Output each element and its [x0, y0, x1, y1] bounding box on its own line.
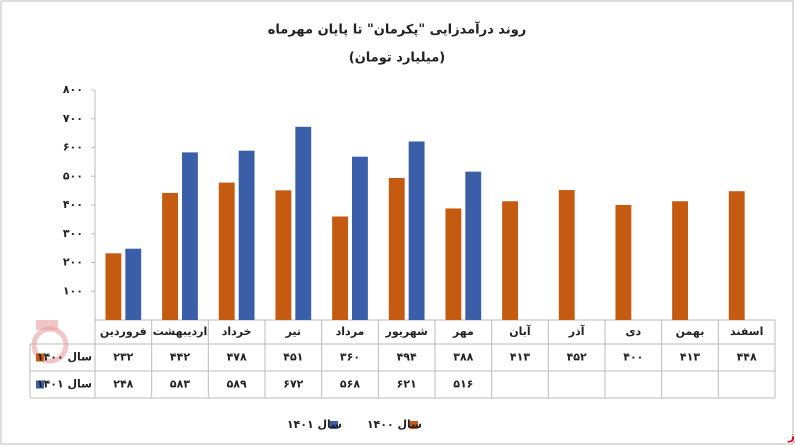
legend-label: سال ۱۴۰۰	[367, 418, 422, 431]
bar	[388, 177, 405, 320]
x-tick-label: مهر	[452, 325, 474, 338]
y-tick-label: ۴۰۰	[63, 198, 83, 211]
x-tick-label: خرداد	[222, 325, 252, 338]
x-tick-label: آذر	[568, 324, 585, 338]
y-tick-label: ۶۰۰	[63, 141, 83, 154]
data-label: ۴۵۲	[567, 351, 587, 364]
logo	[31, 320, 69, 364]
bar	[218, 182, 235, 320]
bar	[728, 191, 745, 320]
y-tick-label: ۱۰۰	[63, 284, 83, 297]
legend-swatch	[410, 421, 418, 429]
data-label: ۳۸۸	[453, 351, 473, 364]
legend-swatch	[330, 421, 338, 429]
x-tick-label: آبان	[509, 324, 531, 338]
data-label: ۴۷۸	[227, 351, 247, 364]
data-label: ۵۸۹	[227, 378, 247, 391]
bar	[558, 190, 575, 320]
data-label: ۶۷۲	[283, 378, 303, 391]
bar	[615, 205, 632, 320]
x-tick-label: فروردین	[100, 325, 147, 338]
data-label: ۲۳۲	[113, 351, 133, 364]
legend-swatch	[36, 353, 44, 362]
bar	[162, 192, 178, 320]
data-label: ۵۱۶	[453, 378, 473, 391]
bar	[182, 152, 198, 320]
data-label: ۴۰۰	[623, 351, 643, 364]
y-tick-label: ۵۰۰	[63, 169, 83, 182]
bar	[105, 253, 122, 320]
chart-title: روند درآمدزایی "پکرمان" تا پایان مهرماه	[268, 21, 527, 38]
y-tick-label: ۸۰۰	[63, 83, 83, 96]
y-tick-label: ۳۰۰	[63, 227, 83, 240]
data-label: ۴۱۳	[510, 351, 530, 364]
data-label: ۴۱۳	[680, 351, 700, 364]
data-label: ۲۴۸	[113, 378, 133, 391]
data-label: ۴۴۲	[170, 351, 190, 364]
data-label: ۶۲۱	[397, 378, 417, 391]
bar	[275, 190, 292, 320]
x-tick-label: اسفند	[730, 325, 763, 338]
bar	[445, 208, 462, 320]
data-label: ۵۶۸	[340, 378, 360, 391]
legend-swatch	[36, 380, 44, 389]
data-label: ۴۴۸	[737, 351, 757, 364]
x-tick-label: شهریور	[385, 325, 428, 338]
x-tick-label: مرداد	[336, 325, 365, 338]
x-tick-label: دی	[625, 325, 641, 338]
bar	[125, 248, 142, 320]
row-header: سال ۱۴۰۰	[37, 351, 92, 364]
data-label: ۳۶۰	[340, 351, 360, 364]
x-tick-label: اردیبهشت	[153, 325, 207, 338]
bar	[672, 201, 688, 320]
bar	[502, 201, 518, 320]
legend-label: سال ۱۴۰۱	[287, 418, 342, 431]
x-tick-label: تیر	[285, 325, 301, 338]
x-tick-label: بهمن	[676, 325, 705, 338]
bar	[332, 216, 348, 320]
bar	[238, 150, 255, 320]
row-header: سال ۱۴۰۱	[37, 378, 92, 391]
data-label: ۵۸۳	[170, 378, 190, 391]
y-tick-label: ۲۰۰	[63, 256, 83, 269]
bar	[465, 171, 482, 320]
bar	[295, 126, 312, 320]
y-tick-label: ۷۰۰	[63, 112, 83, 125]
chart-subtitle: (میلیارد تومان)	[349, 51, 445, 66]
data-label: ۴۵۱	[283, 351, 303, 364]
data-label: ۴۹۴	[397, 351, 417, 364]
bar	[408, 141, 425, 320]
watermark: بورس نیوز	[787, 429, 795, 444]
bar	[352, 156, 368, 320]
